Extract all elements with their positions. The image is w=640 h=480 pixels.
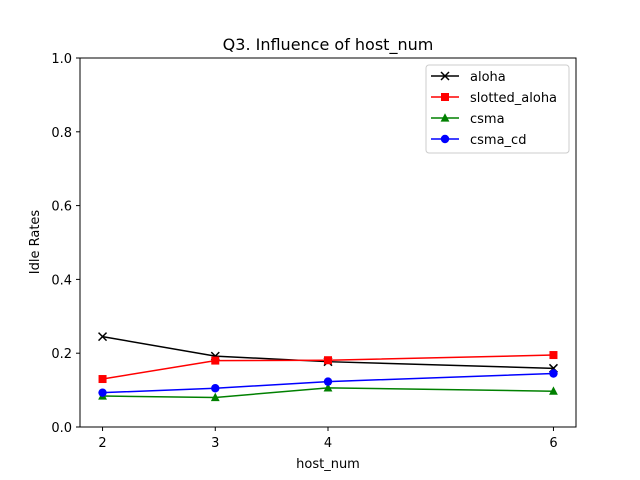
data-point <box>323 377 333 386</box>
data-point <box>98 332 108 342</box>
data-point <box>324 356 332 365</box>
y-tick-label: 0.2 <box>51 347 72 362</box>
legend-label: slotted_aloha <box>470 91 557 106</box>
legend-box <box>425 64 570 154</box>
y-axis: 0.0 0.2 0.4 0.6 0.8 1.0 <box>51 52 80 436</box>
x-tick-label: 6 <box>549 436 557 451</box>
x-axis-label: host_num <box>296 457 360 472</box>
data-point <box>211 384 220 393</box>
data-point <box>211 356 220 365</box>
x-tick-label: 3 <box>211 436 219 451</box>
legend-item: csma_cd <box>431 133 526 148</box>
legend-item: slotted_aloha <box>431 91 557 106</box>
y-tick-label: 0.6 <box>51 200 72 215</box>
data-point <box>98 375 107 384</box>
x-tick-label: 4 <box>324 436 332 451</box>
data-point <box>210 392 220 402</box>
series-line <box>102 387 554 399</box>
legend-item: csma <box>431 112 505 127</box>
series-line <box>102 335 554 370</box>
legend-label: aloha <box>470 70 506 85</box>
legend-marker <box>440 113 450 122</box>
series-slotted-aloha <box>98 351 558 384</box>
data-point <box>549 369 558 378</box>
legend-item: aloha <box>431 70 506 85</box>
legend-label: csma_cd <box>470 133 526 148</box>
x-tick-label: 2 <box>98 436 106 451</box>
x-axis: 2 3 4 6 <box>98 427 558 451</box>
legend-marker <box>440 71 450 81</box>
y-tick-label: 0.8 <box>51 126 72 141</box>
series-csma-cd <box>98 369 558 397</box>
chart-title: Q3. Influence of host_num <box>223 35 434 55</box>
y-tick-label: 0.0 <box>51 421 72 436</box>
data-point <box>98 388 107 397</box>
legend-marker <box>440 134 450 144</box>
data-point <box>549 351 558 360</box>
legend-label: csma <box>470 112 505 127</box>
y-tick-label: 1.0 <box>51 52 72 67</box>
y-tick-label: 0.4 <box>51 273 72 288</box>
series-line <box>102 354 554 380</box>
data-point <box>549 386 558 395</box>
legend-marker <box>441 93 449 101</box>
y-axis-label: Idle Rates <box>28 210 43 275</box>
series-line <box>102 372 554 394</box>
data-point <box>323 383 333 392</box>
plot-area <box>98 332 558 402</box>
